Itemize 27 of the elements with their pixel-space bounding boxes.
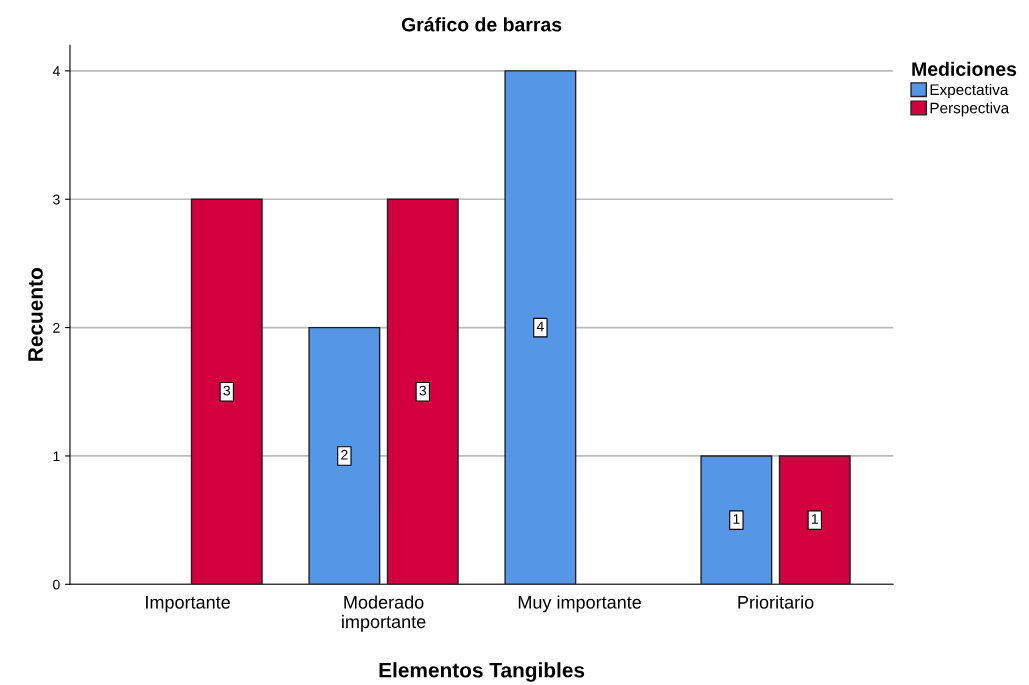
legend-label: Expectativa <box>930 83 1009 99</box>
bar <box>700 455 773 585</box>
y-axis-title: Recuento <box>28 268 43 361</box>
data-label: 1 <box>733 514 740 524</box>
y-tick-label: 3 <box>53 194 60 205</box>
y-tick-label: 2 <box>53 322 60 333</box>
bar <box>386 198 459 585</box>
bar <box>504 70 577 585</box>
x-tick-label: Prioritario <box>738 595 814 609</box>
x-tick-label: Importante <box>146 596 230 613</box>
data-label: 2 <box>341 449 348 460</box>
y-tick-label: 0 <box>53 579 60 590</box>
data-label: 3 <box>223 385 231 396</box>
data-label: 1 <box>811 514 818 524</box>
bar <box>778 455 851 585</box>
legend-label: Perspectiva <box>930 102 1010 117</box>
bar <box>190 198 263 585</box>
x-tick-label: Muy importante <box>518 595 641 613</box>
y-tick-label: 1 <box>53 451 60 461</box>
bar <box>308 326 381 585</box>
data-label: 4 <box>536 321 544 332</box>
data-label: 3 <box>419 385 427 396</box>
chart-title: Gráfico de barras <box>401 17 562 32</box>
x-axis-title: Elementos Tangibles <box>379 662 585 682</box>
x-tick-label: Moderado importante <box>342 595 426 632</box>
legend-title: Mediciones <box>912 61 1017 76</box>
y-tick-label: 4 <box>52 66 60 76</box>
